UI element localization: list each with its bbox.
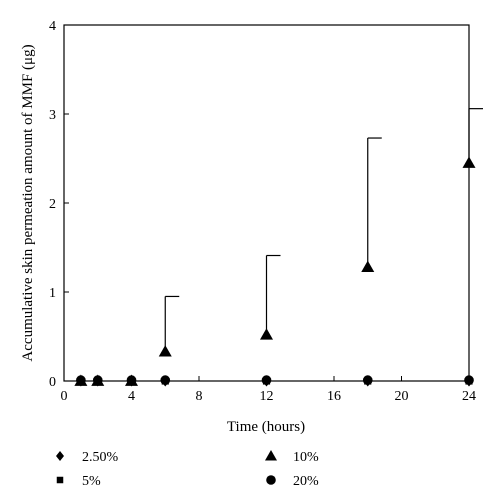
y-tick-label: 3 <box>49 108 56 123</box>
legend-marker-triangle <box>265 450 277 461</box>
x-tick-label: 16 <box>327 389 341 404</box>
data-point-circle <box>362 375 373 385</box>
legend-marker-circle <box>266 475 276 485</box>
data-point-circle <box>126 375 137 385</box>
legend-marker-square <box>56 476 64 484</box>
data-point-triangle <box>361 260 375 272</box>
data-point-triangle <box>158 345 172 357</box>
x-tick-label: 24 <box>462 389 476 404</box>
y-ticks: 0 1 2 3 4 <box>49 19 69 390</box>
y-tick-label: 2 <box>49 197 56 212</box>
error-bars <box>164 108 483 352</box>
y-tick-label: 4 <box>49 19 56 34</box>
data-point-triangle <box>260 328 273 340</box>
x-axis-label: Time (hours) <box>227 419 305 435</box>
y-axis-label: Accumulative skin permeation amount of M… <box>20 44 36 361</box>
y-tick-label: 1 <box>49 286 56 301</box>
legend-label: 10% <box>293 450 319 465</box>
legend-label: 2.50% <box>82 450 119 465</box>
x-tick-label: 0 <box>61 389 68 404</box>
data-point-circle <box>261 375 272 385</box>
x-tick-label: 8 <box>196 389 203 404</box>
legend-marker-diamond <box>56 451 64 461</box>
legend: 2.50% 5% 10% 20% <box>56 450 319 489</box>
legend-label: 5% <box>82 474 101 489</box>
data-point-triangle <box>462 156 476 168</box>
data-point-circle <box>92 375 103 385</box>
x-tick-label: 12 <box>260 389 274 404</box>
y-tick-label: 0 <box>49 375 56 390</box>
x-tick-label: 4 <box>128 389 135 404</box>
legend-label: 20% <box>293 474 319 489</box>
data-point-circle <box>464 375 474 385</box>
data-marks <box>74 156 476 387</box>
data-point-circle <box>160 375 171 385</box>
data-point-circle <box>76 375 86 385</box>
x-tick-label: 20 <box>395 389 409 404</box>
